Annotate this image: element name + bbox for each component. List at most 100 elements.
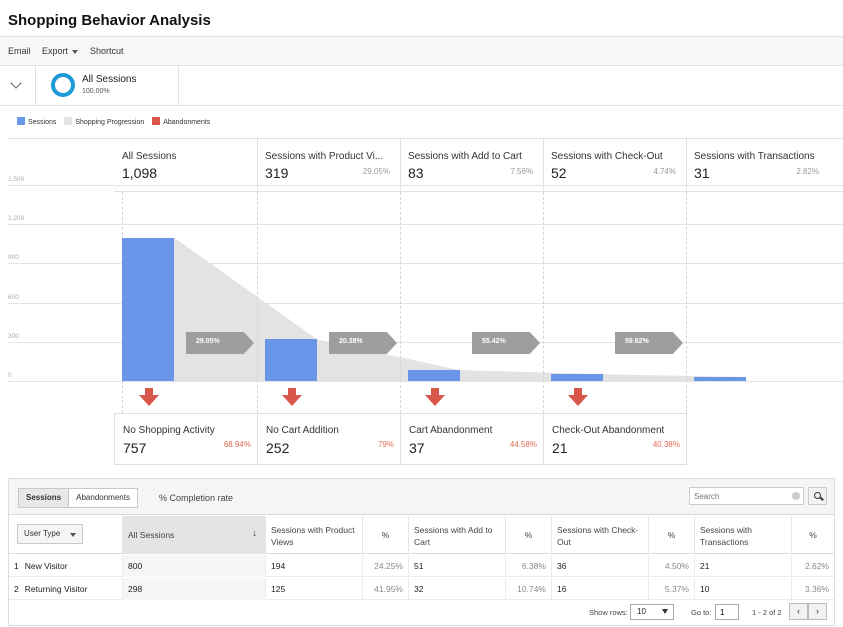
header-product-views[interactable]: Sessions with Product Views [266, 516, 363, 554]
segment-bar: All Sessions 100.00% [0, 66, 843, 106]
row-index: 2 [14, 584, 19, 594]
progression-rate: 29.05% [196, 338, 220, 345]
value-cell: 21 [695, 555, 792, 577]
funnel-bar[interactable] [408, 370, 460, 381]
stage-value: 83 [408, 165, 424, 181]
abandonment-value: 21 [552, 440, 568, 456]
abandonment-label: Cart Abandonment [409, 425, 493, 436]
user-type-header: User Type [9, 516, 123, 554]
funnel-bar[interactable] [551, 374, 603, 381]
abandonment-value: 757 [123, 440, 147, 456]
funnel-bar[interactable] [122, 237, 174, 381]
value-cell: 298 [123, 578, 266, 600]
legend-label: Abandonments [163, 119, 211, 126]
segment-all-sessions[interactable]: All Sessions 100.00% [36, 66, 179, 105]
segment-toggle[interactable] [0, 66, 36, 105]
abandonment-value: 252 [266, 440, 290, 456]
search-button[interactable] [808, 487, 827, 505]
value-cell: 125 [266, 578, 363, 600]
shortcut-button[interactable]: Shortcut [90, 46, 124, 56]
pagination: Show rows: 10 Go to: 1 - 2 of 2 ‹ › [9, 600, 834, 625]
gridline [8, 185, 843, 186]
percent-cell: 5.37% [649, 578, 695, 600]
table-row[interactable]: 1 New Visitor 800 194 24.25% 51 6.38% 36 4.50% 21… [9, 555, 834, 577]
user-type-cell[interactable]: 2 Returning Visitor [9, 578, 123, 600]
prev-page-button[interactable]: ‹ [789, 603, 808, 620]
user-type-dropdown[interactable]: User Type [17, 524, 83, 544]
clear-icon[interactable] [792, 492, 800, 500]
y-tick-label: 600 [8, 293, 19, 301]
tab-sessions[interactable]: Sessions [19, 489, 70, 507]
search-icon-handle [820, 496, 824, 501]
next-page-button[interactable]: › [808, 603, 827, 620]
stage-divider [543, 192, 544, 413]
show-rows-select[interactable]: 10 [630, 604, 674, 620]
email-button[interactable]: Email [8, 46, 31, 56]
header-transactions[interactable]: Sessions with Transactions [695, 516, 792, 554]
value-cell: 800 [123, 555, 266, 577]
search-input[interactable] [690, 488, 790, 504]
funnel-bar[interactable] [694, 376, 746, 381]
chevron-down-icon [10, 77, 22, 89]
report-toolbar: Email Export Shortcut [0, 36, 843, 66]
abandonment-label: No Shopping Activity [123, 425, 215, 436]
funnel-stage-header[interactable]: Sessions with Check-Out 52 4.74% [543, 139, 686, 192]
percent-cell: 3.36% [804, 584, 829, 594]
funnel-stage-header[interactable]: Sessions with Product Vi... 319 29.05% [257, 139, 400, 192]
abandonment-percent: 68.94% [223, 440, 251, 449]
table-tabs: Sessions Abandonments [18, 488, 138, 508]
page-range: 1 - 2 of 2 [752, 608, 782, 617]
goto-input[interactable] [715, 604, 739, 620]
table-row[interactable]: 2 Returning Visitor 298 125 41.95% 32 10.74% 16… [9, 578, 834, 600]
show-rows-value: 10 [637, 607, 646, 616]
row-name: New Visitor [24, 561, 68, 571]
legend: Sessions Shopping Progression Abandonmen… [17, 117, 216, 126]
stage-value: 319 [265, 165, 289, 181]
stage-header-divider [686, 139, 687, 192]
completion-rate-toggle[interactable]: % Completion rate [159, 493, 234, 503]
percent-cell: 2.62% [804, 561, 829, 571]
funnel-stage-header[interactable]: Sessions with Add to Cart 83 7.56% [400, 139, 543, 192]
abandonment-box[interactable]: Cart Abandonment 37 44.58% [400, 413, 544, 465]
tab-abandonments[interactable]: Abandonments [76, 493, 130, 502]
abandonment-box[interactable]: Check-Out Abandonment 21 40.38% [543, 413, 687, 465]
chevron-down-icon [72, 49, 79, 54]
header-label: All Sessions [128, 530, 175, 540]
abandonment-box[interactable]: No Shopping Activity 757 68.94% [114, 413, 258, 465]
value-cell: 36 [552, 555, 649, 577]
gridline [8, 381, 843, 382]
stage-label: Sessions with Product Vi... [265, 151, 384, 162]
search-box [689, 487, 804, 505]
header-check-out[interactable]: Sessions with Check-Out [552, 516, 649, 554]
progression-arrow: 29.05% [186, 332, 254, 354]
value-cell: 194 [266, 555, 363, 577]
header-pct[interactable]: % [363, 516, 409, 554]
stage-label: All Sessions [122, 151, 177, 162]
legend-label: Shopping Progression [75, 119, 145, 126]
funnel-stage-header[interactable]: Sessions with Transactions 31 2.82% [686, 139, 829, 192]
percent-cell: 41.95% [363, 578, 409, 600]
progression-rate: 20.38% [339, 338, 363, 345]
abandonment-arrow-icon [568, 388, 588, 406]
funnel-stage-header[interactable]: All Sessions 1,098 [114, 139, 257, 192]
header-all-sessions[interactable]: All Sessions ↓ [123, 516, 266, 554]
header-pct[interactable]: % [649, 516, 695, 554]
stage-value: 1,098 [122, 165, 158, 181]
legend-item: Abandonments [152, 117, 210, 126]
gridline [8, 302, 843, 304]
stage-label: Sessions with Transactions [694, 151, 815, 162]
row-name: Returning Visitor [24, 584, 88, 594]
value-cell: 32 [409, 578, 506, 600]
export-button[interactable]: Export [42, 46, 79, 56]
user-type-cell[interactable]: 1 New Visitor [9, 555, 123, 577]
header-pct[interactable]: % [809, 530, 817, 540]
row-index: 1 [14, 561, 19, 571]
abandonment-box[interactable]: No Cart Addition 252 79% [257, 413, 401, 465]
stage-header-bottom [114, 191, 843, 192]
y-tick-label: 0 [8, 372, 12, 379]
header-add-to-cart[interactable]: Sessions with Add to Cart [409, 516, 506, 554]
stage-label: Sessions with Add to Cart [408, 151, 522, 162]
progression-arrow: 55.42% [472, 332, 540, 354]
header-pct[interactable]: % [506, 516, 552, 554]
funnel-bar[interactable] [265, 339, 317, 381]
